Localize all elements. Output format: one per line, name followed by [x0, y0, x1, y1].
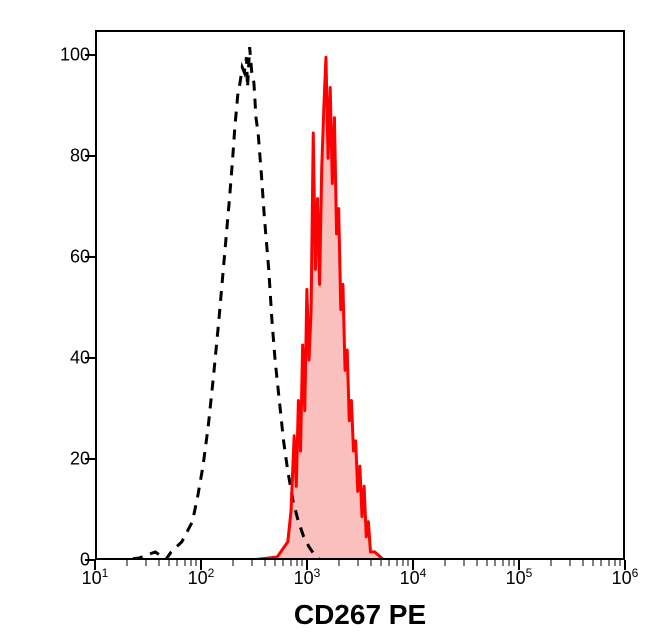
x-minor-tick — [593, 560, 594, 566]
x-minor-tick — [502, 560, 503, 566]
y-tick-mark — [85, 357, 95, 359]
stained-curve — [97, 57, 625, 559]
y-tick-mark — [85, 458, 95, 460]
x-minor-tick — [396, 560, 397, 566]
x-minor-tick — [389, 560, 390, 566]
x-minor-tick — [487, 560, 488, 566]
x-minor-tick — [608, 560, 609, 566]
x-minor-tick — [582, 560, 583, 566]
x-minor-tick — [569, 560, 570, 566]
x-minor-tick — [476, 560, 477, 566]
x-minor-tick — [158, 560, 159, 566]
x-minor-tick — [495, 560, 496, 566]
x-axis-label: CD267 PE — [294, 599, 426, 631]
x-minor-tick — [283, 560, 284, 566]
x-tick-mark — [200, 560, 202, 570]
x-minor-tick — [184, 560, 185, 566]
x-minor-tick — [338, 560, 339, 566]
x-minor-tick — [444, 560, 445, 566]
x-minor-tick — [601, 560, 602, 566]
x-minor-tick — [357, 560, 358, 566]
plot-svg — [97, 32, 625, 560]
x-tick-mark — [624, 560, 626, 570]
x-minor-tick — [145, 560, 146, 566]
x-minor-tick — [550, 560, 551, 566]
y-tick-mark — [85, 54, 95, 56]
x-tick-mark — [518, 560, 520, 570]
x-tick-mark — [94, 560, 96, 570]
x-minor-tick — [177, 560, 178, 566]
histogram-chart: Relative Cell Count CD267 PE 02040608010… — [0, 0, 646, 641]
x-minor-tick — [370, 560, 371, 566]
x-minor-tick — [232, 560, 233, 566]
y-tick-mark — [85, 155, 95, 157]
plot-area — [95, 30, 625, 560]
x-minor-tick — [275, 560, 276, 566]
x-minor-tick — [381, 560, 382, 566]
x-minor-tick — [264, 560, 265, 566]
x-minor-tick — [169, 560, 170, 566]
x-tick-mark — [412, 560, 414, 570]
x-minor-tick — [251, 560, 252, 566]
x-tick-mark — [306, 560, 308, 570]
x-minor-tick — [463, 560, 464, 566]
y-tick-mark — [85, 256, 95, 258]
x-minor-tick — [290, 560, 291, 566]
x-minor-tick — [126, 560, 127, 566]
